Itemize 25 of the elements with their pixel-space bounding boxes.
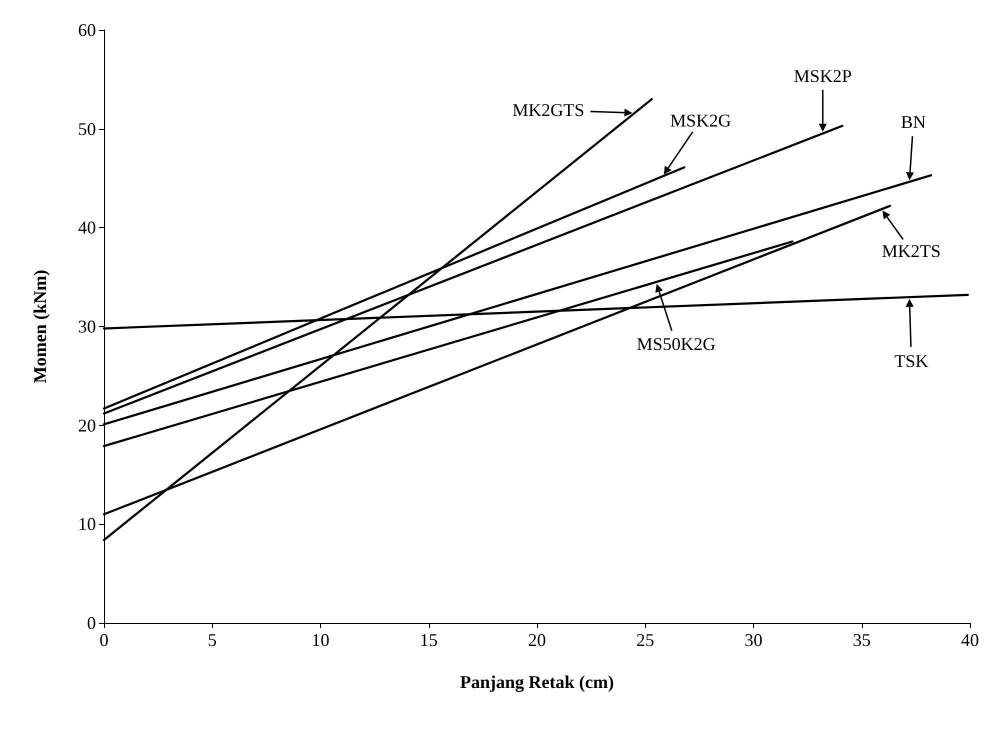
y-tick-label: 30 <box>78 316 96 336</box>
annotation: MSK2G <box>670 110 732 130</box>
x-axis-title: Panjang Retak (cm) <box>460 672 614 692</box>
x-tick-label: 10 <box>312 630 330 650</box>
x-tick-label: 25 <box>636 630 654 650</box>
annotation: MK2GTS <box>512 100 584 120</box>
y-tick-label: 0 <box>87 613 96 633</box>
y-tick-label: 40 <box>78 218 96 238</box>
x-tick-label: 20 <box>528 630 546 650</box>
x-tick-label: 15 <box>420 630 438 650</box>
y-tick-label: 20 <box>78 415 96 436</box>
annotation: TSK <box>894 350 928 371</box>
x-tick-label: 5 <box>208 630 217 650</box>
annotation: MS50K2G <box>636 334 716 354</box>
y-axis-title: Momen (kNm) <box>30 270 50 384</box>
x-tick-label: 40 <box>961 630 979 650</box>
annotation: MSK2P <box>794 66 852 86</box>
y-tick-label: 50 <box>78 118 96 139</box>
annotation: MK2TS <box>882 240 941 261</box>
x-tick-label: 0 <box>100 630 108 650</box>
y-tick-label: 60 <box>78 20 96 40</box>
x-tick-label: 35 <box>852 630 871 650</box>
y-tick-label: 10 <box>78 514 96 534</box>
annotation: BN <box>900 112 926 132</box>
x-tick-label: 30 <box>744 630 762 650</box>
